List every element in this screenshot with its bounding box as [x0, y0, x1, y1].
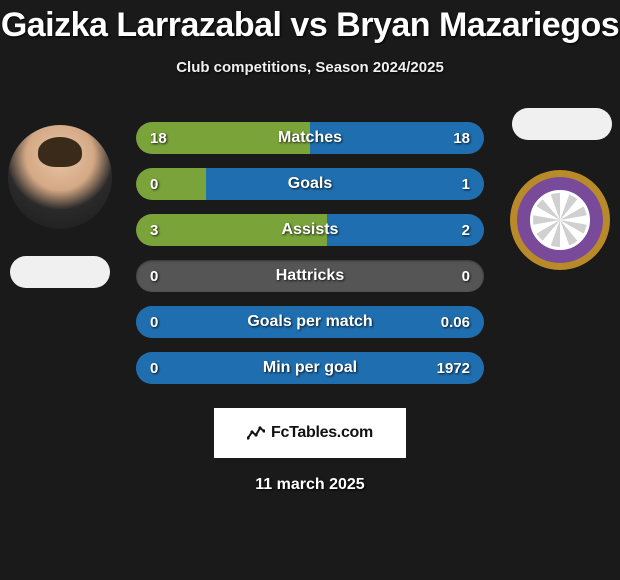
stat-row: 0Goals per match0.06 [136, 306, 484, 338]
stat-row: 18Matches18 [136, 122, 484, 154]
snapshot-date: 11 march 2025 [0, 476, 620, 494]
stat-value-right: 0.06 [414, 314, 484, 331]
stat-value-right: 1 [414, 176, 484, 193]
stat-label: Min per goal [206, 359, 414, 377]
stat-value-left: 0 [136, 176, 206, 193]
stats-container: 18Matches180Goals13Assists20Hattricks00G… [136, 122, 484, 398]
player-right-club-badge [510, 170, 610, 270]
player-right-avatar [512, 108, 612, 140]
stat-label: Goals [206, 175, 414, 193]
stat-value-left: 18 [136, 130, 206, 147]
stat-row: 0Goals1 [136, 168, 484, 200]
stat-row: 0Hattricks0 [136, 260, 484, 292]
branding-text: FcTables.com [271, 424, 373, 442]
stat-value-right: 1972 [414, 360, 484, 377]
stat-value-left: 0 [136, 268, 206, 285]
season-subtitle: Club competitions, Season 2024/2025 [0, 59, 620, 76]
branding-badge: FcTables.com [214, 408, 406, 458]
stat-value-right: 18 [414, 130, 484, 147]
player-left-avatar [8, 125, 112, 229]
stat-row: 3Assists2 [136, 214, 484, 246]
stat-value-left: 3 [136, 222, 206, 239]
chart-icon [247, 424, 265, 442]
stat-value-left: 0 [136, 360, 206, 377]
stat-value-right: 2 [414, 222, 484, 239]
player-left-club-badge [10, 256, 110, 288]
stat-row: 0Min per goal1972 [136, 352, 484, 384]
comparison-title: Gaizka Larrazabal vs Bryan Mazariegos [0, 0, 620, 45]
stat-label: Assists [206, 221, 414, 239]
stat-value-right: 0 [414, 268, 484, 285]
stat-label: Hattricks [206, 267, 414, 285]
stat-label: Goals per match [206, 313, 414, 331]
stat-value-left: 0 [136, 314, 206, 331]
stat-label: Matches [206, 129, 414, 147]
